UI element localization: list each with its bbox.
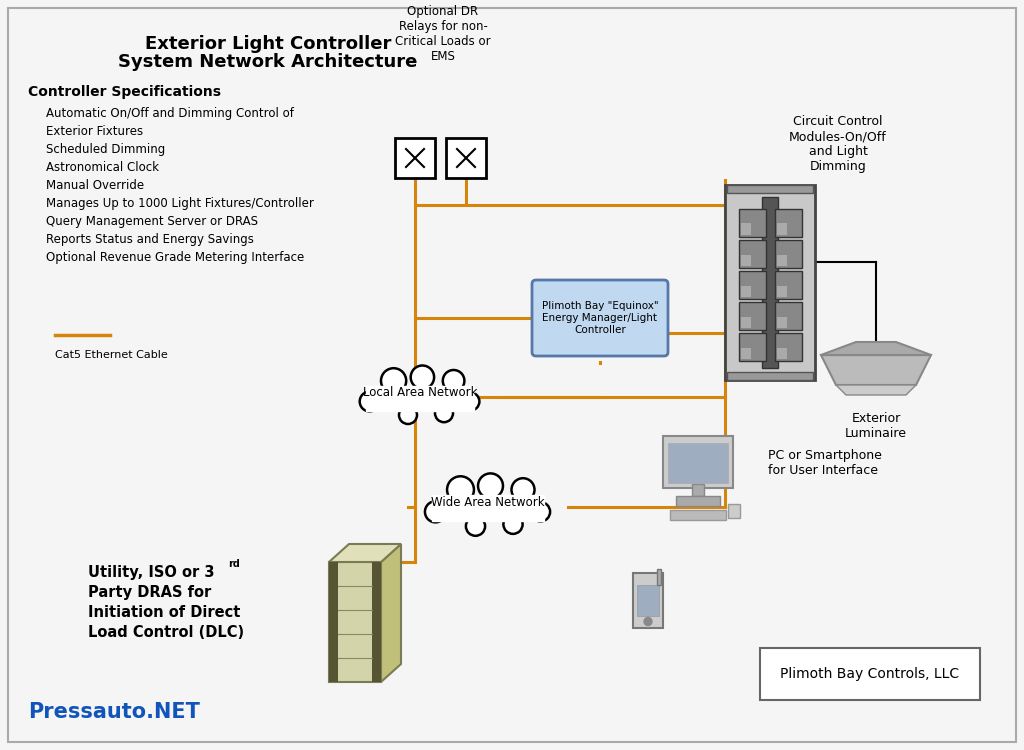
Text: Manages Up to 1000 Light Fixtures/Controller: Manages Up to 1000 Light Fixtures/Contro… xyxy=(46,197,314,210)
Bar xyxy=(366,386,474,410)
Bar xyxy=(774,333,802,362)
Text: Scheduled Dimming: Scheduled Dimming xyxy=(46,143,165,156)
Bar xyxy=(740,286,752,297)
Bar xyxy=(740,224,752,235)
Text: Automatic On/Off and Dimming Control of: Automatic On/Off and Dimming Control of xyxy=(46,107,294,120)
Bar xyxy=(395,138,435,178)
Bar xyxy=(676,496,720,506)
Text: Cat5 Ethernet Cable: Cat5 Ethernet Cable xyxy=(55,350,168,360)
Text: Query Management Server or DRAS: Query Management Server or DRAS xyxy=(46,215,258,228)
Bar xyxy=(657,568,662,584)
Text: Controller Specifications: Controller Specifications xyxy=(28,85,221,99)
Text: Circuit Control
Modules-On/Off
and Light
Dimming: Circuit Control Modules-On/Off and Light… xyxy=(790,115,887,173)
Bar xyxy=(633,572,663,628)
Bar xyxy=(760,648,980,700)
Text: Exterior Fixtures: Exterior Fixtures xyxy=(46,125,143,138)
Circle shape xyxy=(425,501,446,522)
Text: Party DRAS for: Party DRAS for xyxy=(88,585,211,600)
Bar xyxy=(329,562,338,682)
Text: Manual Override: Manual Override xyxy=(46,179,144,192)
Circle shape xyxy=(381,368,407,394)
Bar xyxy=(774,271,802,299)
Bar xyxy=(740,348,752,359)
Text: Exterior
Luminaire: Exterior Luminaire xyxy=(845,412,907,440)
Text: Wide Area Network: Wide Area Network xyxy=(431,496,545,508)
Bar xyxy=(329,562,381,682)
Circle shape xyxy=(435,404,453,422)
Text: Reports Status and Energy Savings: Reports Status and Energy Savings xyxy=(46,233,254,246)
Bar xyxy=(446,138,486,178)
Text: PC or Smartphone
for User Interface: PC or Smartphone for User Interface xyxy=(768,449,882,477)
Polygon shape xyxy=(381,544,401,682)
Bar xyxy=(776,224,787,235)
Bar xyxy=(740,254,752,266)
Bar xyxy=(668,443,728,483)
Text: Initiation of Direct: Initiation of Direct xyxy=(88,605,241,620)
Circle shape xyxy=(478,473,503,498)
Text: Plimoth Bay "Equinox"
Energy Manager/Light
Controller: Plimoth Bay "Equinox" Energy Manager/Lig… xyxy=(542,302,658,334)
Bar xyxy=(637,585,659,616)
Bar xyxy=(776,317,787,328)
Bar xyxy=(432,495,544,521)
Circle shape xyxy=(359,392,380,412)
Polygon shape xyxy=(821,342,931,355)
Bar xyxy=(740,317,752,328)
Circle shape xyxy=(511,478,535,501)
Bar xyxy=(774,209,802,237)
Text: Plimoth Bay Controls, LLC: Plimoth Bay Controls, LLC xyxy=(780,667,959,681)
Bar xyxy=(738,333,766,362)
Bar xyxy=(738,302,766,330)
Text: Astronomical Clock: Astronomical Clock xyxy=(46,161,159,174)
Bar xyxy=(762,196,778,368)
Bar xyxy=(692,484,705,496)
Text: Exterior Light Controller: Exterior Light Controller xyxy=(144,35,391,53)
Bar xyxy=(774,240,802,268)
Circle shape xyxy=(447,476,474,503)
Text: rd: rd xyxy=(228,559,240,569)
Circle shape xyxy=(466,517,485,536)
Text: Optional Revenue Grade Metering Interface: Optional Revenue Grade Metering Interfac… xyxy=(46,251,304,264)
Polygon shape xyxy=(821,355,931,385)
Bar xyxy=(727,184,813,193)
Bar xyxy=(776,286,787,297)
Text: Utility, ISO or 3: Utility, ISO or 3 xyxy=(88,565,214,580)
Bar xyxy=(738,271,766,299)
Bar xyxy=(738,209,766,237)
Bar xyxy=(774,302,802,330)
Bar xyxy=(738,240,766,268)
Circle shape xyxy=(644,617,652,626)
Bar xyxy=(663,436,733,488)
Polygon shape xyxy=(329,544,401,562)
Polygon shape xyxy=(836,385,916,395)
Circle shape xyxy=(411,365,434,389)
Bar xyxy=(372,562,381,682)
Circle shape xyxy=(462,392,479,410)
Bar xyxy=(670,510,726,520)
Text: System Network Architecture: System Network Architecture xyxy=(119,53,418,71)
Circle shape xyxy=(399,406,417,424)
Bar xyxy=(776,254,787,266)
Bar xyxy=(776,348,787,359)
Text: Load Control (DLC): Load Control (DLC) xyxy=(88,625,244,640)
Text: Optional DR
Relays for non-
Critical Loads or
EMS: Optional DR Relays for non- Critical Loa… xyxy=(395,5,490,63)
Circle shape xyxy=(504,514,522,534)
Bar xyxy=(727,371,813,380)
Circle shape xyxy=(442,370,465,392)
FancyBboxPatch shape xyxy=(532,280,668,356)
Bar xyxy=(725,184,815,380)
Text: Pressauto.NET: Pressauto.NET xyxy=(28,702,200,722)
Bar xyxy=(728,504,740,518)
Circle shape xyxy=(530,503,550,521)
Text: Local Area Network: Local Area Network xyxy=(362,386,477,398)
